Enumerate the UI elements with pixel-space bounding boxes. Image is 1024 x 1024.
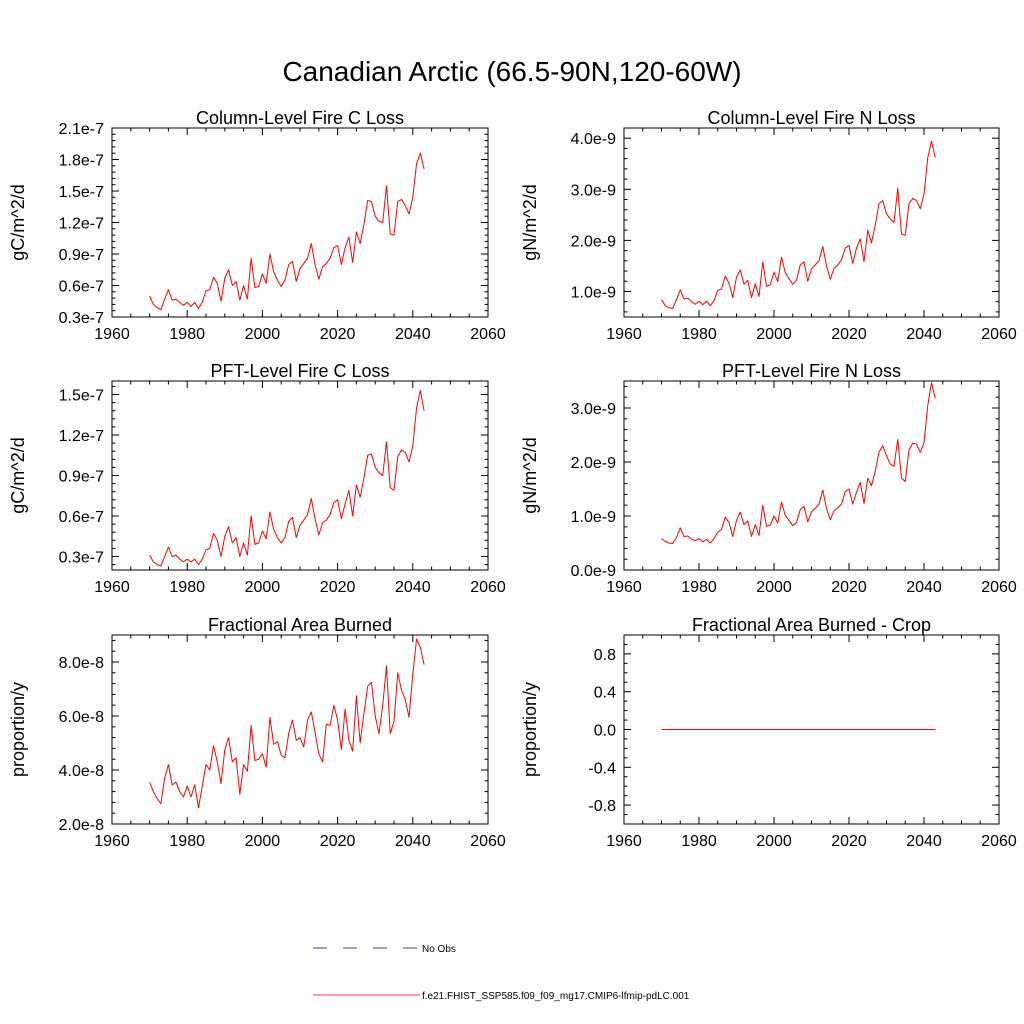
y-tick-label: 0.9e-7 (59, 469, 104, 486)
plot-frame (111, 634, 489, 825)
x-tick-label: 2020 (831, 326, 867, 343)
y-tick-label: -0.8 (588, 798, 616, 815)
y-tick-label: 0.0 (594, 723, 616, 740)
x-tick-label: 1960 (606, 579, 642, 596)
y-tick-label: 2.0e-8 (59, 817, 104, 834)
legend-model-label: f.e21.FHIST_SSP585.f09_f09_mg17.CMIP6-lf… (422, 991, 690, 1002)
y-axis-label: gN/m^2/d (520, 184, 540, 260)
series-line (661, 140, 936, 309)
x-tick-label: 1980 (681, 579, 717, 596)
x-tick-label: 2000 (245, 326, 281, 343)
x-tick-label: 1960 (606, 833, 642, 850)
plot-frame (111, 380, 489, 571)
y-tick-label: 1.5e-7 (59, 388, 104, 405)
y-tick-label: 2.0e-9 (571, 455, 616, 472)
panel-title: PFT-Level Fire C Loss (210, 361, 389, 381)
chart-panel-col-fire-c: Column-Level Fire C Loss gC/m^2/d 1960 1980… (8, 108, 506, 343)
y-tick-label: 2.1e-7 (59, 121, 104, 138)
x-tick-label: 2060 (470, 326, 506, 343)
panel-title: PFT-Level Fire N Loss (722, 361, 901, 381)
x-tick-label: 1980 (169, 833, 205, 850)
y-tick-label: 1.2e-7 (59, 216, 104, 233)
y-tick-label: 1.5e-7 (59, 184, 104, 201)
y-tick-label: 3.0e-9 (571, 182, 616, 199)
plot-frame (623, 127, 1000, 318)
y-tick-label: -0.4 (588, 760, 616, 777)
x-tick-label: 1980 (681, 833, 717, 850)
plot-frame (623, 380, 1000, 571)
x-tick-label: 1960 (94, 326, 130, 343)
x-tick-label: 2020 (831, 833, 867, 850)
chart-panel-pft-fire-c: PFT-Level Fire C Loss gC/m^2/d 1960 1980 200… (8, 361, 506, 596)
y-axis-label: proportion/y (8, 682, 28, 777)
x-tick-label: 2060 (981, 833, 1017, 850)
x-tick-label: 1960 (606, 326, 642, 343)
y-axis-label: gC/m^2/d (8, 437, 28, 513)
x-tick-label: 2040 (395, 833, 431, 850)
x-tick-label: 2000 (756, 833, 792, 850)
x-tick-label: 2040 (906, 833, 942, 850)
figure-title: Canadian Arctic (66.5-90N,120-60W) (282, 56, 741, 87)
x-tick-label: 2020 (320, 326, 356, 343)
y-tick-label: 0.3e-7 (59, 310, 104, 327)
y-tick-label: 0.8 (594, 647, 616, 664)
y-tick-label: 8.0e-8 (59, 655, 104, 672)
x-tick-label: 2000 (245, 833, 281, 850)
series-line (661, 382, 936, 545)
x-tick-label: 1960 (94, 833, 130, 850)
y-axis-label: gN/m^2/d (520, 437, 540, 513)
y-tick-label: 4.0e-9 (571, 131, 616, 148)
panel-title: Fractional Area Burned (208, 615, 392, 635)
y-tick-label: 0.6e-7 (59, 279, 104, 296)
y-tick-label: 0.0e-9 (571, 563, 616, 580)
legend-obs-label: No Obs (422, 944, 456, 955)
y-tick-label: 0.9e-7 (59, 247, 104, 264)
x-tick-label: 2000 (245, 579, 281, 596)
x-tick-label: 2040 (395, 326, 431, 343)
y-tick-label: 6.0e-8 (59, 709, 104, 726)
x-tick-label: 2000 (756, 579, 792, 596)
y-tick-label: 1.0e-9 (571, 284, 616, 301)
y-tick-label: 0.3e-7 (59, 550, 104, 567)
x-tick-label: 2060 (470, 833, 506, 850)
y-tick-label: 0.4 (594, 685, 616, 702)
x-tick-label: 1980 (681, 326, 717, 343)
x-tick-label: 2040 (906, 579, 942, 596)
x-tick-label: 2000 (756, 326, 792, 343)
chart-panel-pft-fire-n: PFT-Level Fire N Loss gN/m^2/d 1960 1980 200… (520, 361, 1017, 596)
panel-title: Fractional Area Burned - Crop (692, 615, 931, 635)
panels: Column-Level Fire C Loss gC/m^2/d 1960 1980… (8, 108, 1017, 850)
y-axis-label: gC/m^2/d (8, 184, 28, 260)
y-tick-label: 1.0e-9 (571, 509, 616, 526)
x-tick-label: 2060 (981, 579, 1017, 596)
x-tick-label: 2040 (395, 579, 431, 596)
chart-panel-frac-area-burned-crop: Fractional Area Burned - Crop proportion/… (520, 615, 1017, 850)
y-tick-label: 4.0e-8 (59, 763, 104, 780)
series-line (149, 389, 425, 567)
y-axis-label: proportion/y (520, 682, 540, 777)
x-tick-label: 2020 (831, 579, 867, 596)
x-tick-label: 2040 (906, 326, 942, 343)
x-tick-label: 1980 (169, 326, 205, 343)
x-tick-label: 1960 (94, 579, 130, 596)
y-tick-label: 0.6e-7 (59, 509, 104, 526)
plot-frame (111, 127, 489, 318)
panel-title: Column-Level Fire C Loss (196, 108, 404, 128)
y-tick-label: 1.8e-7 (59, 153, 104, 170)
legend: No Obs f.e21.FHIST_SSP585.f09_f09_mg17.C… (313, 944, 690, 1002)
chart-panel-frac-area-burned: Fractional Area Burned proportion/y 1960 19… (8, 615, 506, 850)
x-tick-label: 1980 (169, 579, 205, 596)
x-tick-label: 2020 (320, 579, 356, 596)
y-tick-label: 1.2e-7 (59, 428, 104, 445)
y-tick-label: 3.0e-9 (571, 401, 616, 418)
panel-title: Column-Level Fire N Loss (707, 108, 915, 128)
y-tick-label: 2.0e-9 (571, 233, 616, 250)
x-tick-label: 2020 (320, 833, 356, 850)
x-tick-label: 2060 (470, 579, 506, 596)
chart-panel-col-fire-n: Column-Level Fire N Loss gN/m^2/d 1960 1980… (520, 108, 1017, 343)
series-line (149, 638, 425, 809)
series-line (149, 152, 425, 311)
x-tick-label: 2060 (981, 326, 1017, 343)
